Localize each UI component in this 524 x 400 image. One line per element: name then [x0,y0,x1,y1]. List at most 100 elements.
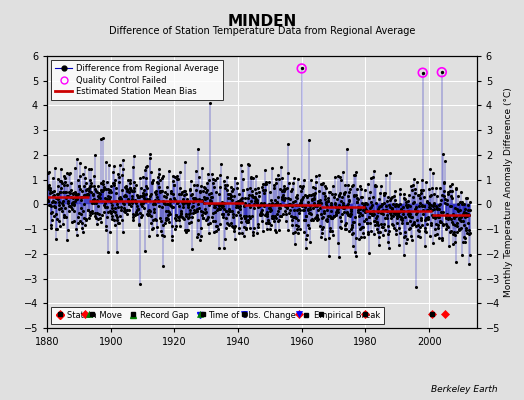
Point [195,188,204,194]
Point [254,185,263,191]
Point [102,204,111,210]
Point [232,201,241,207]
Point [104,193,113,200]
Point [442,212,450,219]
Point [283,202,291,208]
Point [357,224,366,231]
Point [433,222,442,228]
Point [398,208,407,214]
Point [347,182,356,189]
Point [442,215,451,222]
Point [445,214,453,221]
Point [82,187,91,194]
Point [88,208,96,214]
Point [236,215,245,222]
Point [408,194,417,200]
Point [226,184,235,190]
Point [263,226,271,232]
Point [280,186,288,192]
Point [443,197,451,204]
Point [171,212,180,218]
Point [62,170,71,176]
Point [85,185,94,192]
Point [284,195,292,201]
Point [370,222,379,228]
Point [368,208,377,215]
Point [227,192,235,199]
Point [252,173,260,179]
Point [276,186,285,192]
Point [114,220,122,226]
Point [243,218,252,225]
Point [397,208,406,214]
Point [389,201,397,208]
Point [219,211,227,217]
Point [217,201,225,207]
Point [460,233,468,240]
Point [184,202,192,208]
Point [61,178,69,185]
Point [204,177,213,184]
Point [459,238,467,245]
Point [270,182,278,188]
Point [75,218,84,224]
Point [349,229,357,236]
Point [207,194,215,200]
Point [150,206,159,212]
Point [132,200,140,207]
Point [242,225,250,231]
Point [150,189,159,195]
Point [154,180,162,186]
Point [350,172,358,178]
Point [265,188,274,195]
Point [50,192,58,199]
Point [101,200,109,207]
Point [181,227,189,234]
Point [272,176,280,182]
Point [126,177,135,183]
Point [442,222,451,229]
Point [260,202,268,209]
Point [44,169,52,176]
Point [115,174,123,180]
Point [62,237,71,243]
Point [419,210,427,217]
Point [98,188,106,194]
Point [134,194,142,200]
Point [220,206,228,212]
Point [404,211,412,217]
Point [85,211,94,218]
Point [396,191,405,197]
Point [52,226,60,233]
Point [99,187,107,194]
Point [255,203,263,210]
Point [322,217,330,223]
Point [212,228,220,235]
Point [433,193,442,199]
Point [189,210,197,217]
Point [322,200,330,207]
Point [335,174,344,180]
Point [261,181,269,188]
Point [289,199,298,206]
Point [171,196,180,203]
Point [356,226,364,232]
Point [355,213,363,219]
Point [223,174,231,180]
Point [113,214,121,220]
Point [221,208,230,214]
Point [396,186,405,192]
Point [358,224,367,230]
Point [381,190,389,196]
Point [292,214,301,221]
Point [81,164,89,170]
Point [217,202,226,209]
Point [111,221,119,228]
Point [55,206,63,212]
Point [420,217,429,224]
Point [168,223,176,230]
Point [235,224,243,231]
Point [167,187,176,194]
Point [441,158,449,164]
Point [61,189,70,195]
